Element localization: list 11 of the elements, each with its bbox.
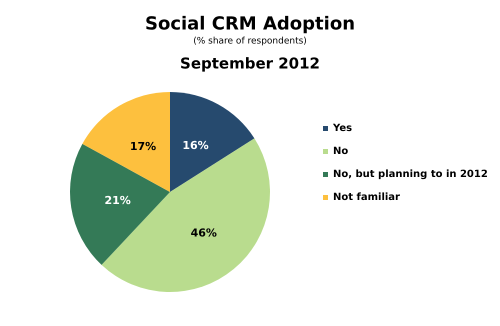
data-label: 16% [182, 139, 209, 152]
chart-subtitle: (% share of respondents) [193, 36, 307, 46]
legend-label: No, but planning to in 2012 [333, 169, 488, 180]
data-label: 17% [130, 140, 156, 153]
chart-title: Social CRM Adoption [144, 14, 356, 34]
text: September 2012 [180, 54, 320, 72]
data-label: 46% [190, 226, 217, 240]
legend-label: Yes [332, 123, 352, 134]
legend-label: Not familiar [333, 192, 400, 203]
data-label: 21% [104, 194, 131, 207]
legend-label: No [333, 146, 348, 157]
